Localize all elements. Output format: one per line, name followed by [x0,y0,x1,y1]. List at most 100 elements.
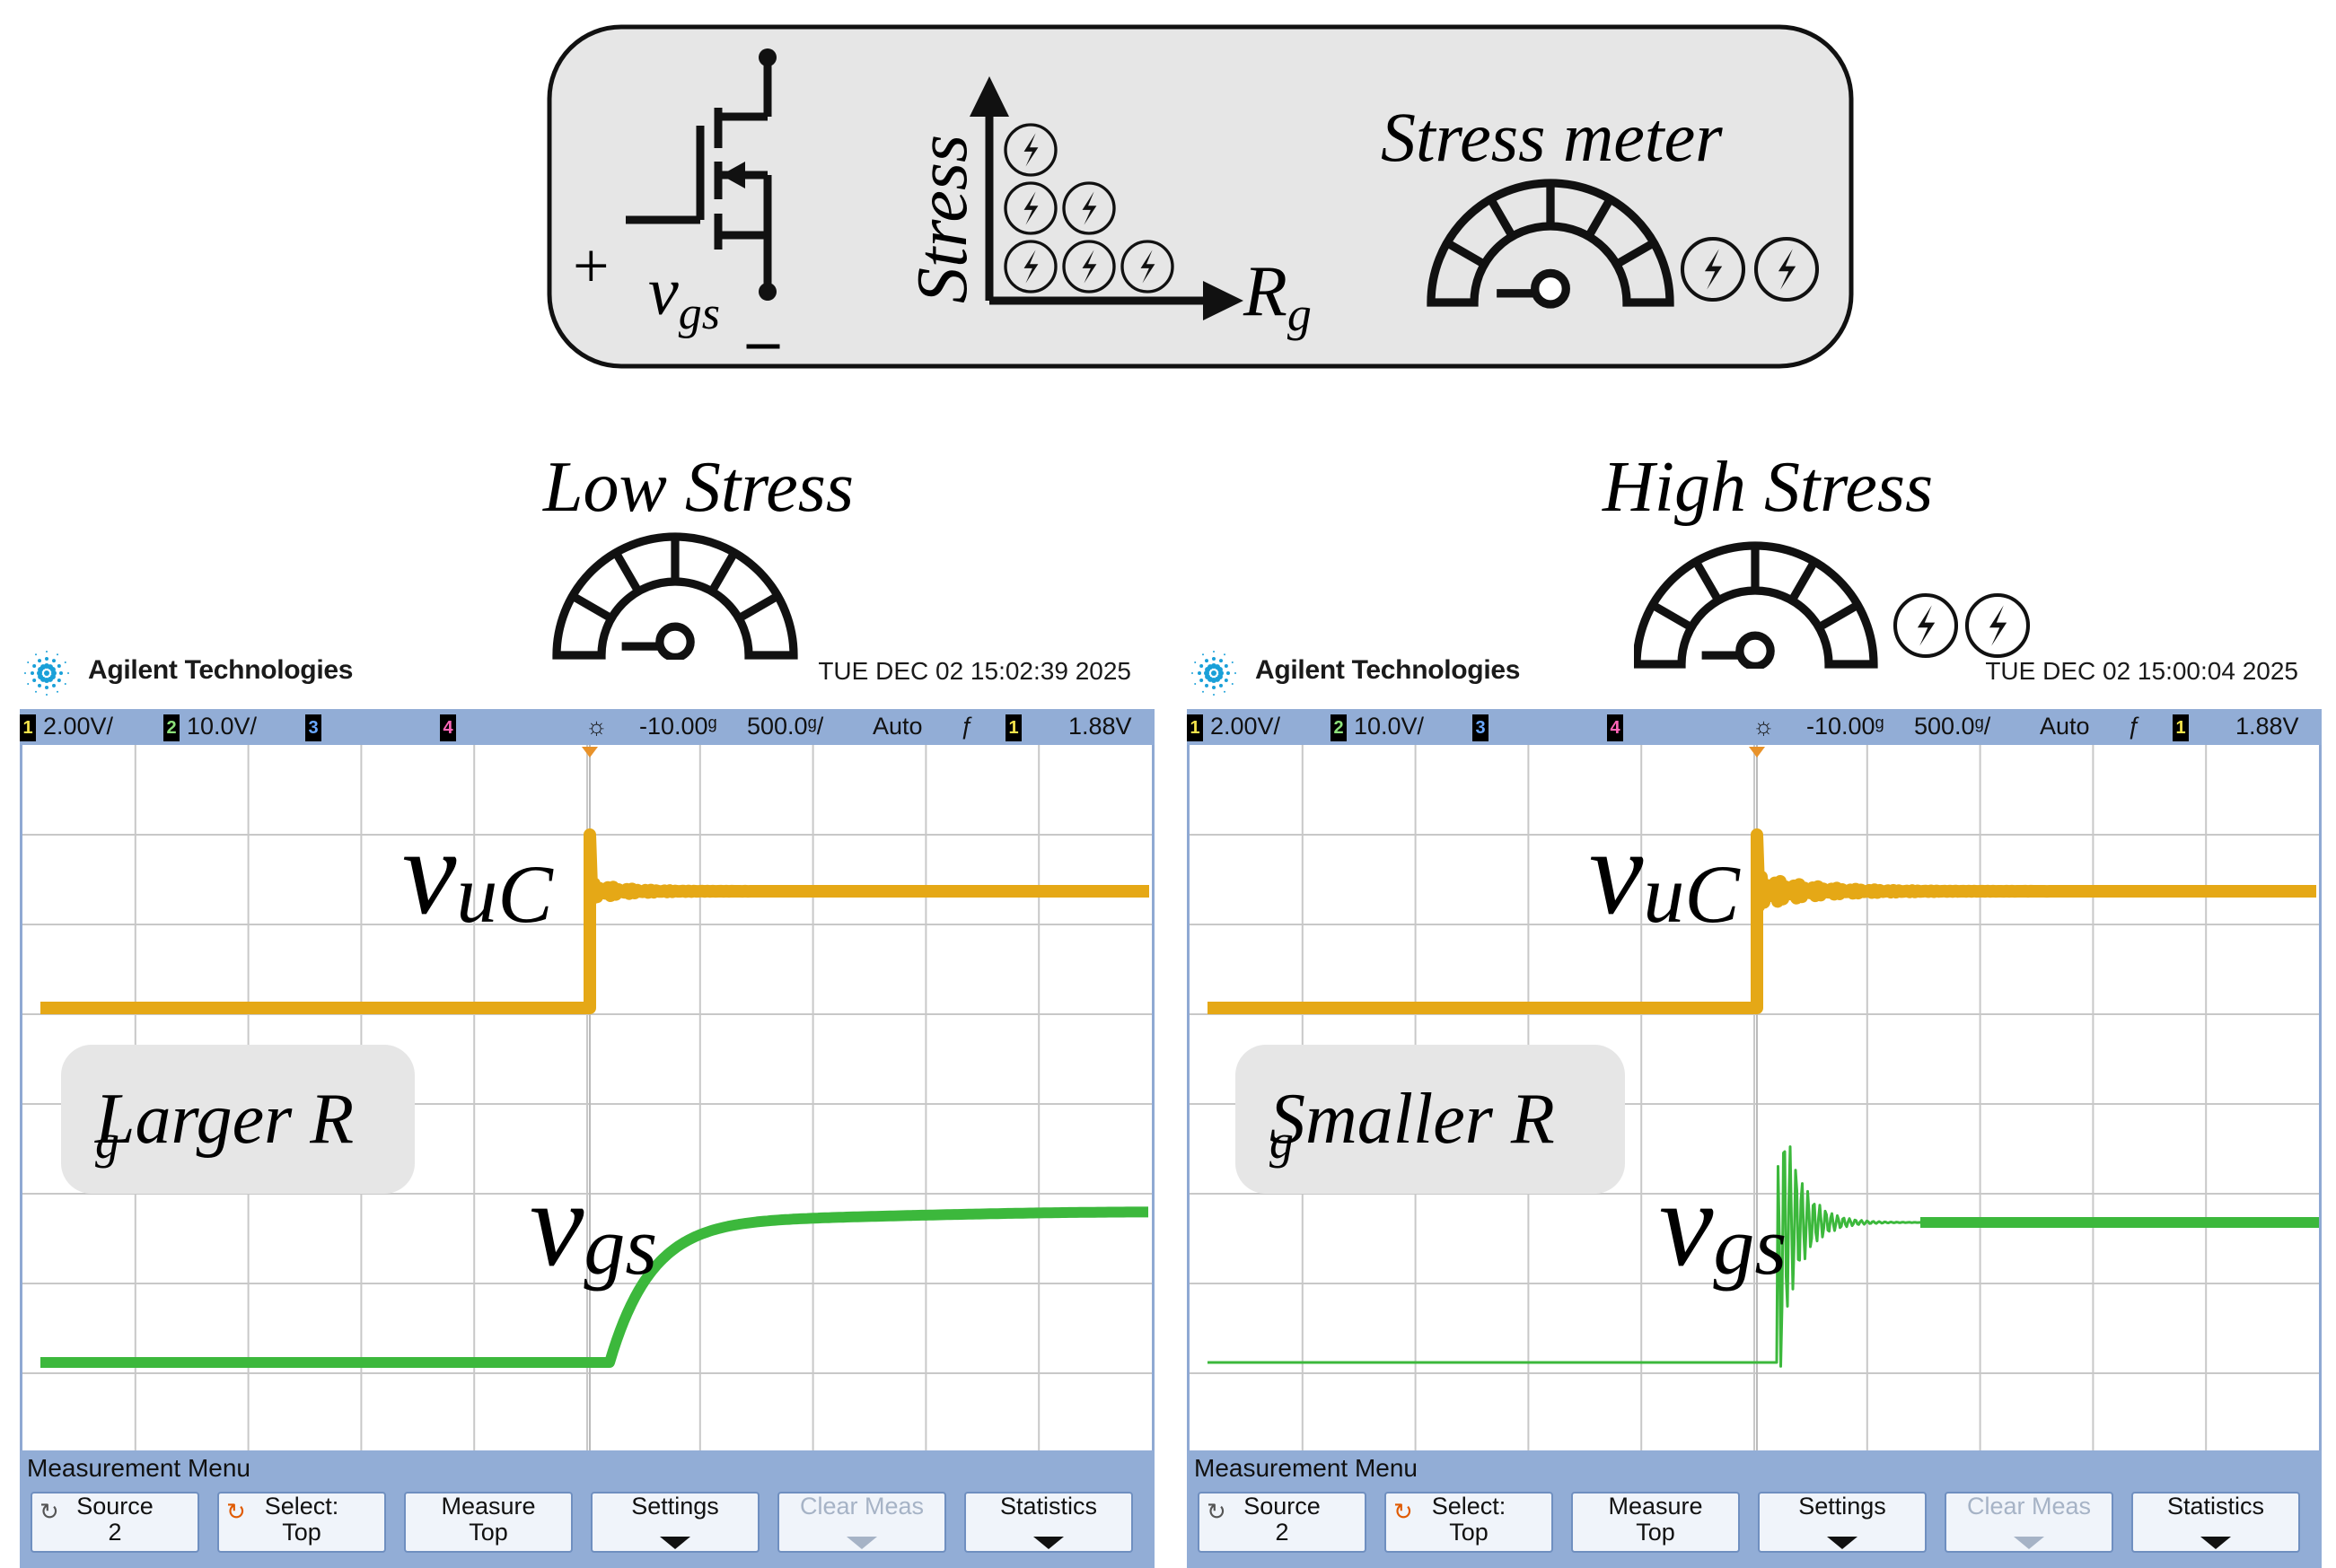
softkey-line2: Top [1636,1519,1675,1546]
ch3-scale[interactable]: 3 [1472,713,1496,741]
submenu-arrow-icon [1033,1537,1064,1549]
trigger-mode[interactable]: Auto [2040,713,2090,740]
waveform-display[interactable] [1187,745,2322,1463]
trigger-ch-badge: 1 [1006,714,1022,741]
datetime: TUE DEC 02 15:02:39 2025 [818,657,1131,685]
status-bar: 1 2.00V/ 2 10.0V/ 3 4 ☼ -10.00ᵍ 500.0ᵍ/ Au… [20,709,1155,745]
ch1-badge: 1 [1187,714,1203,741]
statistics-softkey[interactable]: Statistics [2131,1492,2300,1553]
rg-box-sub: g [1269,1115,1294,1169]
trace-vgs [40,1206,1150,1368]
stress-rg-axes [985,112,1208,305]
ch4-scale[interactable]: 4 [1607,713,1630,741]
ch4-scale[interactable]: 4 [440,713,463,741]
trigger-origin-icon: ☼ [1752,713,1775,740]
softkey-line1: Statistics [999,1493,1098,1520]
trigger-origin-icon: ☼ [585,713,608,740]
brand-name: Agilent Technologies [1255,655,1521,685]
ch4-badge: 4 [440,714,456,741]
softkey-line2: 2 [1275,1519,1289,1546]
vgs-trace-symbol: v [1659,1157,1714,1292]
softkey-line1: Clear Meas [799,1493,925,1520]
softkey-line2: Top [469,1519,508,1546]
stress-axis-label: Stress [903,134,982,303]
ch3-badge: 3 [305,714,321,741]
select-softkey[interactable]: ↻ Select: Top [217,1492,386,1553]
trigger-position-marker [582,747,598,758]
softkey-line1: Source [1243,1493,1321,1520]
source-softkey[interactable]: ↻ Source 2 [1198,1492,1366,1553]
rg-box-sub: g [95,1115,119,1169]
timebase-value[interactable]: 500.0ᵍ/ [1914,713,1991,740]
low-stress-meter-icon [552,532,798,660]
source-softkey[interactable]: ↻ Source 2 [31,1492,199,1553]
stress-meter-icon [1427,179,1674,309]
vgs-minus: – [747,304,779,376]
trigger-level[interactable]: 1.88V [2235,713,2299,740]
trigger-source[interactable]: 1 [1006,713,1029,741]
stress-meter-title: Stress meter [1381,98,1723,176]
vgs-sub: gs [678,288,720,340]
ch1-scale[interactable]: 1 2.00V/ [20,713,113,741]
trigger-source[interactable]: 1 [2173,713,2196,741]
lightning-bolt-icon [1004,181,1058,235]
lightning-bolt-icon [1062,181,1116,235]
vgs-trace-label: vgs [530,1154,657,1310]
ch2-scale-value: 10.0V/ [1354,713,1425,740]
low-stress-title: Low Stress [543,448,855,527]
lightning-bolt-icon [1680,236,1746,302]
rotate-knob-icon: ↻ [40,1498,59,1525]
high-stress-title: High Stress [1603,448,1934,527]
brand-row: Agilent Technologies TUE DEC 02 15:02:39… [0,644,1158,702]
lightning-bolt-icon [1004,123,1058,177]
measure-softkey[interactable]: Measure Top [1571,1492,1740,1553]
rotate-knob-icon: ↻ [226,1498,246,1525]
timebase-value[interactable]: 500.0ᵍ/ [747,713,824,740]
trigger-mode[interactable]: Auto [873,713,923,740]
datetime: TUE DEC 02 15:00:04 2025 [1985,657,2298,685]
trigger-edge-icon: ƒ [961,713,975,740]
vuc-symbol: v [402,805,457,940]
lightning-bolt-icon [1062,240,1116,293]
delay-value[interactable]: -10.00ᵍ [639,713,717,740]
clear-meas-softkey[interactable]: Clear Meas [777,1492,946,1553]
mosfet-arrow [721,162,745,188]
softkey-line1: Clear Meas [1966,1493,2092,1520]
agilent-logo-icon [24,651,69,696]
softkey-line1: Statistics [2166,1493,2265,1520]
select-softkey[interactable]: ↻ Select: Top [1384,1492,1553,1553]
vgs-symbol: v [648,254,679,329]
lightning-bolt-icon [1120,240,1174,293]
clear-meas-softkey[interactable]: Clear Meas [1945,1492,2113,1553]
stress-axis-arrow [970,76,1009,117]
ch1-scale-value: 2.00V/ [1210,713,1281,740]
rg-sub: g [1287,287,1312,341]
ch1-scale[interactable]: 1 2.00V/ [1187,713,1280,741]
ch1-badge: 1 [20,714,36,741]
settings-softkey[interactable]: Settings [1758,1492,1927,1553]
lightning-bolt-icon [1753,236,1820,302]
lightning-bolt-icon [1893,592,1959,659]
trigger-level[interactable]: 1.88V [1068,713,1132,740]
ch2-scale[interactable]: 2 10.0V/ [1330,713,1424,741]
legend-svg [547,24,1854,369]
softkey-line1: Settings [631,1493,719,1520]
vgs-trace-label: vgs [1659,1154,1787,1310]
trace-vuc [1208,828,2320,1014]
scope-panel-high: Agilent Technologies TUE DEC 02 15:00:04… [1167,644,2325,1568]
rotate-knob-icon: ↻ [1207,1498,1226,1525]
submenu-arrow-icon [1827,1537,1857,1549]
measure-softkey[interactable]: Measure Top [404,1492,573,1553]
lightning-bolt-icon [1004,240,1058,293]
ch2-badge: 2 [1330,714,1347,741]
ch2-scale[interactable]: 2 10.0V/ [163,713,257,741]
ch3-scale[interactable]: 3 [305,713,329,741]
ch2-scale-value: 10.0V/ [187,713,258,740]
delay-value[interactable]: -10.00ᵍ [1806,713,1884,740]
statistics-softkey[interactable]: Statistics [964,1492,1133,1553]
agilent-logo-icon [1191,651,1236,696]
settings-softkey[interactable]: Settings [591,1492,760,1553]
legend-box [547,24,1854,369]
